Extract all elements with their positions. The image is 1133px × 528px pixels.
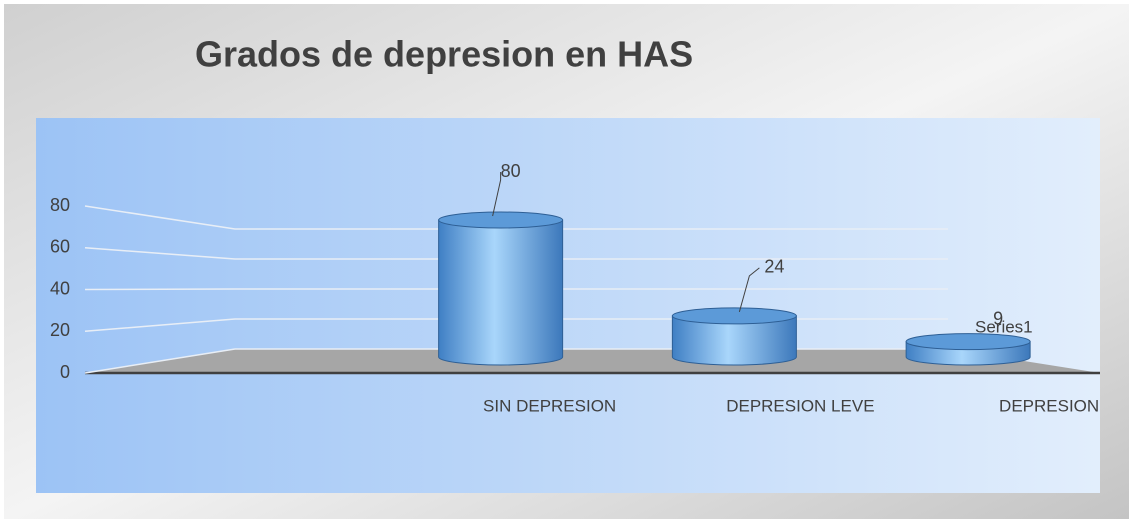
chart-title: Grados de depresion en HAS	[195, 34, 693, 75]
plot-area	[36, 118, 1100, 493]
grid-line	[84, 205, 948, 230]
data-label: 80	[501, 161, 521, 181]
y-tick-label: 60	[50, 237, 70, 257]
x-tick-label: SIN DEPRESION	[483, 396, 616, 415]
grid-line	[84, 247, 948, 260]
y-tick-label: 80	[50, 195, 70, 215]
leader-line	[738, 267, 760, 313]
legend-label: Series1	[975, 317, 1033, 336]
leader-line	[492, 172, 502, 217]
y-tick-label: 40	[50, 278, 70, 298]
x-tick-label: DEPRESION	[999, 396, 1099, 415]
bar-top	[438, 211, 564, 229]
bar	[438, 219, 564, 366]
bar	[671, 315, 797, 366]
data-label: 9	[993, 308, 1003, 328]
y-tick-label: 0	[60, 362, 70, 382]
x-tick-label: DEPRESION LEVE	[726, 396, 874, 415]
bar-top	[671, 307, 797, 325]
floor	[85, 349, 1100, 373]
grid-line	[84, 288, 948, 291]
bar-top	[905, 333, 1031, 351]
data-label: 24	[764, 257, 784, 277]
y-tick-label: 20	[50, 320, 70, 340]
